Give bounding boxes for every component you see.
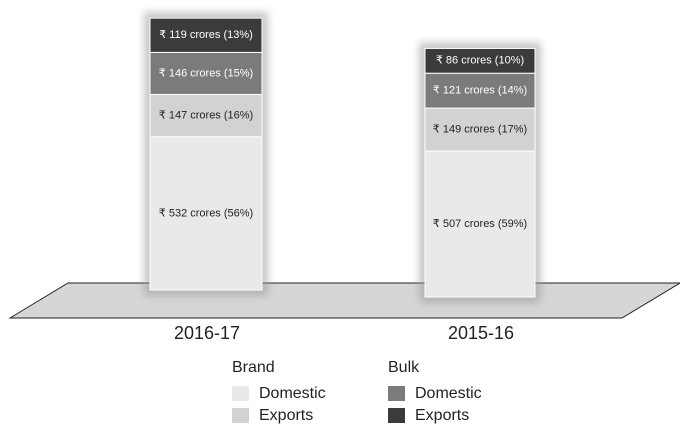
data-label: ₹ 119 crores (13%) — [159, 29, 253, 41]
bar-segment — [149, 17, 263, 53]
bar-segment — [424, 107, 536, 152]
data-label: ₹ 86 crores (10%) — [436, 55, 524, 67]
data-label: ₹ 121 crores (14%) — [433, 85, 527, 97]
data-label: ₹ 532 crores (56%) — [159, 207, 253, 219]
bar-segment — [424, 150, 536, 298]
bar-segment — [424, 47, 536, 74]
bar-segment — [149, 51, 263, 95]
x-tick-label: 2015-16 — [448, 323, 514, 343]
data-label: ₹ 149 crores (17%) — [433, 123, 527, 135]
legend-group-title: Brand — [232, 359, 275, 376]
data-label: ₹ 507 crores (59%) — [433, 218, 527, 230]
bars: ₹ 532 crores (56%) ₹ 147 crores (16%) ₹ 14… — [144, 12, 541, 343]
legend-label: Exports — [259, 407, 313, 424]
legend-swatch — [388, 408, 405, 423]
bar-segment — [149, 136, 263, 291]
x-tick-label: 2016-17 — [174, 323, 240, 343]
legend-swatch — [232, 408, 249, 423]
legend-label: Domestic — [259, 385, 326, 402]
legend-group-title: Bulk — [388, 359, 420, 376]
legend-swatch — [388, 386, 405, 401]
legend: Brand Domestic Exports Bulk Domestic Exports — [232, 359, 482, 424]
legend-label: Exports — [415, 407, 469, 424]
data-label: ₹ 146 crores (15%) — [159, 67, 253, 79]
bar-segment — [149, 93, 263, 138]
legend-swatch — [232, 386, 249, 401]
bar-segment — [424, 72, 536, 109]
data-label: ₹ 147 crores (16%) — [159, 110, 253, 122]
legend-label: Domestic — [415, 385, 482, 402]
floor — [8, 282, 680, 319]
